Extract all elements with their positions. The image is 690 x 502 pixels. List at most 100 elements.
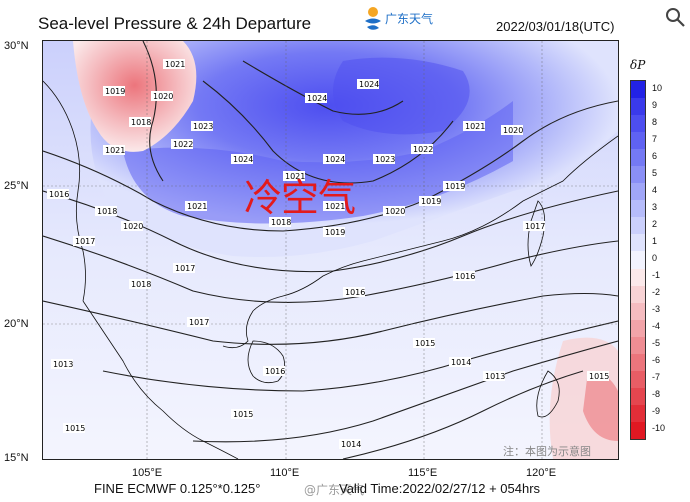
lat-label-25n: 25°N	[4, 180, 29, 192]
contour-label: 1018	[97, 207, 117, 216]
lon-label-105e: 105°E	[132, 467, 163, 479]
colorbar-segment	[631, 421, 645, 440]
contour-label: 1015	[415, 339, 435, 348]
contour-label: 1015	[233, 410, 253, 419]
model-label: FINE ECMWF 0.125°*0.125°	[94, 481, 261, 496]
colorbar-label: -4	[652, 321, 661, 332]
lon-label-120e: 120°E	[526, 467, 557, 479]
contour-label: 1021	[165, 60, 185, 69]
valid-time-label: Valid Time:2022/02/27/12 + 054hrs	[339, 481, 541, 496]
contour-label: 1018	[131, 280, 151, 289]
lat-lon-grid	[43, 41, 618, 459]
contour-label: 1018	[271, 218, 291, 227]
colorbar-segment	[631, 132, 645, 150]
colorbar-label: -2	[652, 287, 661, 298]
contour-label: 1024	[359, 80, 379, 89]
contour-label: 1021	[465, 122, 485, 131]
contour-label: 1020	[123, 222, 143, 231]
colorbar-segment	[631, 302, 645, 321]
contour-label: 1020	[503, 126, 523, 135]
colorbar-label: 8	[652, 116, 658, 127]
colorbar-label: -7	[652, 372, 661, 383]
colorbar-label: -10	[652, 423, 666, 434]
departure-colorbar	[630, 80, 646, 440]
contour-label: 1016	[455, 272, 475, 281]
colorbar-segment	[631, 115, 645, 133]
contour-label: 1014	[451, 358, 471, 367]
legend-title: δP	[630, 58, 646, 72]
colorbar-segment	[631, 336, 645, 355]
cold-air-annotation: 冷空气	[244, 176, 356, 220]
logo-text: 广东天气	[385, 12, 434, 26]
colorbar-label: 5	[652, 167, 658, 178]
contour-label: 1019	[421, 197, 441, 206]
coastlines	[43, 80, 618, 459]
contour-label: 1021	[285, 172, 305, 181]
contour-label: 1021	[187, 202, 207, 211]
contour-label: 1021	[105, 146, 125, 155]
colorbar-segment	[631, 268, 645, 287]
timestamp: 2022/03/01/18(UTC)	[496, 19, 615, 34]
weibo-watermark: @广东天气	[304, 483, 365, 497]
colorbar-segment	[631, 370, 645, 389]
colorbar-label: 0	[652, 253, 658, 263]
contour-label: 1016	[265, 367, 285, 376]
contour-label: 1019	[325, 228, 345, 237]
colorbar-segment	[631, 234, 645, 252]
colorbar-label: 1	[652, 235, 658, 246]
contour-label: 1013	[53, 360, 73, 369]
contour-label: 1022	[173, 140, 193, 149]
contour-label: 1022	[413, 145, 433, 154]
contour-label: 1013	[485, 372, 505, 381]
contour-label: 1017	[525, 222, 545, 231]
contour-label: 1014	[341, 440, 361, 449]
colorbar-label: -6	[652, 355, 661, 366]
colorbar-label: 3	[652, 201, 658, 212]
colorbar-label: 9	[652, 99, 658, 110]
contour-label: 1023	[193, 122, 213, 131]
colorbar-segment	[631, 149, 645, 167]
colorbar-segment	[631, 319, 645, 338]
colorbar-segment	[631, 200, 645, 218]
colorbar-label: -3	[652, 304, 661, 315]
colorbar-label: -8	[652, 389, 661, 400]
contour-label: 1016	[345, 288, 365, 297]
colorbar-label: 4	[652, 184, 658, 195]
colorbar-segment	[631, 166, 645, 184]
contour-label: 1019	[445, 182, 465, 191]
lon-label-110e: 110°E	[270, 467, 300, 479]
contour-labels: 1021 1020 1019 1018 1021 1022 1023 1024 …	[47, 59, 609, 449]
contour-label: 1020	[385, 207, 405, 216]
cold-air-core-north	[333, 57, 470, 135]
contour-label: 1019	[105, 87, 125, 96]
colorbar-segment	[631, 98, 645, 116]
map-title: Sea-level Pressure & 24h Departure	[38, 14, 312, 33]
colorbar-label: -1	[652, 270, 661, 281]
lat-label-15n: 15°N	[4, 452, 29, 464]
colorbar-segment	[631, 285, 645, 304]
colorbar-label: 7	[652, 133, 658, 144]
search-icon[interactable]	[664, 6, 686, 28]
colorbar-segment	[631, 183, 645, 201]
colorbar-segment	[631, 251, 645, 270]
colorbar-segment	[631, 404, 645, 423]
contour-label: 1015	[589, 372, 609, 381]
contour-label: 1017	[189, 318, 209, 327]
lon-label-115e: 115°E	[408, 467, 438, 479]
colorbar-label: -9	[652, 406, 661, 417]
colorbar-label: 2	[652, 218, 658, 229]
contour-label: 1023	[375, 155, 395, 164]
contour-label: 1017	[175, 264, 195, 273]
weather-logo-icon	[365, 7, 381, 30]
colorbar-label: 10	[652, 82, 663, 93]
map-canvas: 1021 1020 1019 1018 1021 1022 1023 1024 …	[43, 41, 618, 459]
contour-label: 1024	[307, 94, 327, 103]
disclaimer-note: 注：本图为示意图	[503, 445, 591, 458]
contour-label: 1015	[65, 424, 85, 433]
lat-label-20n: 20°N	[4, 318, 29, 330]
lat-label-30n: 30°N	[4, 40, 29, 52]
warm-region-southeast-core	[583, 371, 618, 441]
colorbar-label: -5	[652, 338, 661, 349]
colorbar-segment	[631, 81, 645, 99]
contour-label: 1018	[131, 118, 151, 127]
